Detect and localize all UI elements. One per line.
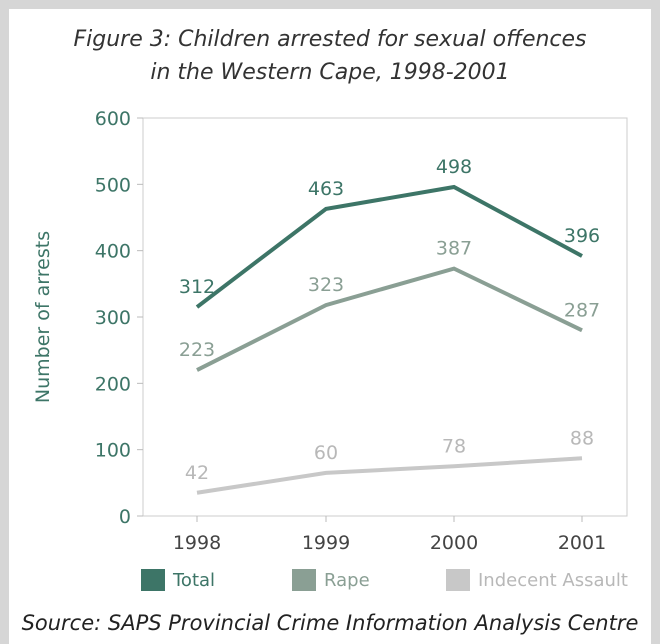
legend-swatch-indecent-assault (446, 569, 470, 591)
chart-title-line2: in the Western Cape, 1998-2001 (150, 60, 510, 85)
series-line-indecent (196, 456, 583, 495)
legend-label-total: Total (173, 569, 216, 591)
x-tick-label: 2001 (558, 532, 606, 554)
x-tick-label: 1998 (173, 532, 221, 554)
chart-title-line1: Figure 3: Children arrested for sexual o… (73, 27, 587, 52)
series-line-rape (196, 266, 583, 372)
data-label-indecent: 42 (185, 462, 209, 484)
data-label-indecent: 60 (314, 442, 338, 464)
x-tick-label: 2000 (430, 532, 478, 554)
data-label-total: 396 (564, 225, 600, 247)
y-tick-label: 400 (95, 241, 131, 263)
data-label-rape: 287 (564, 299, 600, 321)
legend-label-rape: Rape (324, 569, 370, 591)
data-label-total: 463 (308, 178, 344, 200)
legend-label-indecent-assault: Indecent Assault (478, 569, 628, 591)
legend-item-indecent-assault: Indecent Assault (446, 569, 628, 591)
data-label-total: 312 (179, 276, 215, 298)
y-tick-label: 200 (95, 373, 131, 395)
data-label-rape: 223 (179, 339, 215, 361)
y-tick-label: 100 (95, 440, 131, 462)
y-tick-label: 0 (119, 506, 131, 528)
series-line-total (195, 184, 583, 309)
source-note: Source: SAPS Provincial Crime Informatio… (21, 611, 639, 635)
legend-swatch-total (141, 569, 165, 591)
data-label-total: 498 (436, 156, 472, 178)
y-tick-label: 300 (95, 307, 131, 329)
y-tick-label: 500 (95, 174, 131, 196)
data-label-rape: 323 (308, 274, 344, 296)
legend-item-total: Total (141, 569, 215, 591)
data-label-indecent: 78 (442, 435, 466, 457)
y-axis-title: Number of arrests (32, 231, 54, 403)
data-label-indecent: 88 (570, 427, 594, 449)
x-tick-label: 1999 (302, 532, 350, 554)
data-label-rape: 387 (436, 238, 472, 260)
y-tick-label: 600 (95, 108, 131, 130)
legend-swatch-rape (292, 569, 316, 591)
legend-item-rape: Rape (292, 569, 370, 591)
